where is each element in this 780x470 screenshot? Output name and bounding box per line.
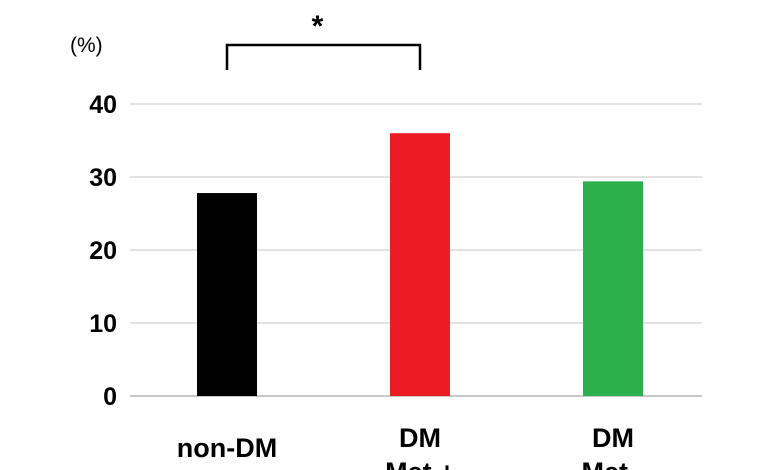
y-tick-label: 30	[89, 164, 117, 192]
bar-0	[197, 193, 257, 396]
bars	[197, 133, 643, 396]
y-tick-label: 10	[89, 310, 117, 338]
significance-annotation: *	[225, 10, 422, 70]
category-labels: non-DM DMMet + DMMet -	[177, 423, 645, 470]
category-label: non-DM	[177, 433, 277, 463]
y-axis-unit-label: (%)	[70, 34, 103, 57]
bar-2	[583, 181, 643, 396]
category-label: DMMet -	[582, 423, 645, 470]
y-tick-label: 40	[89, 91, 117, 119]
y-tick-label: 0	[103, 383, 117, 411]
significance-bracket	[225, 43, 422, 70]
y-tick-labels: 0 10 20 30 40	[89, 91, 117, 411]
y-tick-label: 20	[89, 237, 117, 265]
category-label: DMMet +	[385, 423, 455, 470]
bar-1	[390, 133, 450, 396]
significance-star: *	[312, 10, 324, 43]
